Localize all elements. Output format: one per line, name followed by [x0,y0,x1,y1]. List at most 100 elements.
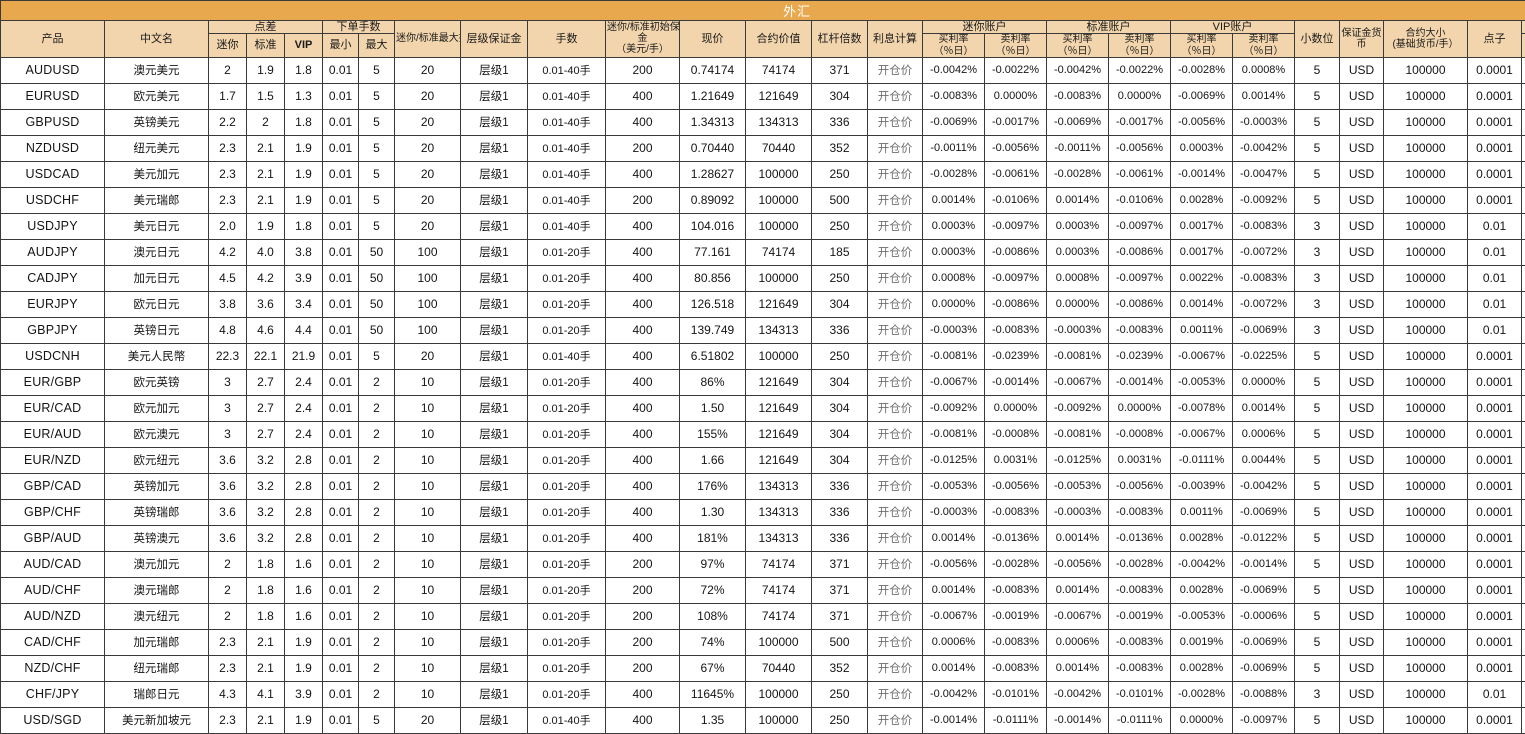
cell-chinese-name: 加元瑞郎 [105,629,209,655]
cell-pip: 0.01 [1468,317,1522,343]
cell-spread-standard: 4.2 [247,265,285,291]
cell-commission: 0.01-20手 [528,499,606,525]
cell-contract-value: 134313 [746,499,812,525]
cell-initial-margin: 400 [606,681,680,707]
cell-interest-calc: 开仓价 [868,577,923,603]
col-mini-buy-rate: 买利率 （％日） [923,34,985,57]
cell-lots-max: 2 [359,525,395,551]
cell-decimals: 5 [1295,109,1340,135]
cell-tier-margin: 层级1 [461,499,528,525]
cell-vip-buy-rate: -0.0014% [1171,161,1233,187]
vip-sell-rate-unit: （％日） [1244,46,1284,57]
cell-contract-value: 100000 [746,629,812,655]
cell-tier-margin: 层级1 [461,369,528,395]
cell-interest-calc: 开仓价 [868,161,923,187]
cell-leverage: 304 [812,447,868,473]
cell-standard-sell-rate: -0.0239% [1109,343,1171,369]
cell-decimals: 5 [1295,83,1340,109]
col-pending-min: 最小 [1522,34,1525,57]
cell-mini-buy-rate: 0.0008% [923,265,985,291]
cell-initial-margin: 200 [606,655,680,681]
cell-initial-margin: 400 [606,239,680,265]
cell-spread-vip: 3.8 [285,239,323,265]
cell-product: EUR/NZD [1,447,105,473]
cell-lots-min: 0.01 [323,369,359,395]
cell-pip: 0.01 [1468,681,1522,707]
cell-decimals: 5 [1295,421,1340,447]
cell-standard-sell-rate: 0.0000% [1109,83,1171,109]
cell-tier-margin: 层级1 [461,551,528,577]
cell-contract-value: 121649 [746,83,812,109]
cell-vip-buy-rate: -0.0069% [1171,83,1233,109]
cell-max-position-lots: 20 [395,187,461,213]
cell-contract-size: 100000 [1384,57,1468,83]
cell-standard-buy-rate: 0.0006% [1047,629,1109,655]
cell-pip: 0.0001 [1468,57,1522,83]
cell-current-price: 86% [680,369,746,395]
cell-pending-min: 5 [1522,265,1525,291]
cell-pip: 0.0001 [1468,369,1522,395]
cell-chinese-name: 欧元英镑 [105,369,209,395]
cell-vip-sell-rate: -0.0097% [1233,707,1295,733]
cell-contract-size: 100000 [1384,291,1468,317]
cell-margin-currency: USD [1340,317,1384,343]
cell-lots-max: 2 [359,369,395,395]
cell-spread-vip: 1.9 [285,161,323,187]
cell-contract-size: 100000 [1384,447,1468,473]
cell-pip: 0.0001 [1468,109,1522,135]
cell-pending-min: 5 [1522,577,1525,603]
col-product: 产品 [1,21,105,58]
cell-mini-buy-rate: -0.0056% [923,551,985,577]
margin-currency-line2: 币 [1357,39,1367,50]
cell-spread-vip: 1.3 [285,83,323,109]
initial-margin-line1: 迷你/标准初始保证金 [607,22,680,33]
cell-pending-min: 5 [1522,603,1525,629]
cell-max-position-lots: 10 [395,369,461,395]
cell-leverage: 250 [812,343,868,369]
cell-vip-sell-rate: 0.0044% [1233,447,1295,473]
cell-commission: 0.01-20手 [528,603,606,629]
cell-vip-sell-rate: -0.0069% [1233,499,1295,525]
cell-standard-sell-rate: -0.0056% [1109,135,1171,161]
cell-pip: 0.0001 [1468,473,1522,499]
cell-margin-currency: USD [1340,395,1384,421]
cell-spread-standard: 1.8 [247,603,285,629]
cell-max-position-lots: 20 [395,109,461,135]
cell-max-position-lots: 20 [395,343,461,369]
cell-standard-sell-rate: -0.0111% [1109,707,1171,733]
cell-product: NZD/CHF [1,655,105,681]
cell-spread-standard: 2.1 [247,655,285,681]
cell-leverage: 336 [812,109,868,135]
cell-decimals: 3 [1295,317,1340,343]
cell-mini-buy-rate: 0.0000% [923,291,985,317]
margin-currency-line1: 保证金货 [1342,28,1382,39]
col-vip-sell-rate: 卖利率 （％日） [1233,34,1295,57]
cell-margin-currency: USD [1340,187,1384,213]
